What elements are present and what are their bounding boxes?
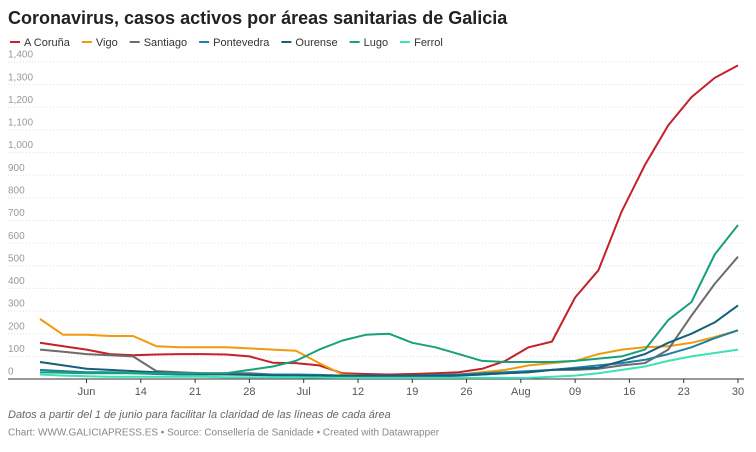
chart-source: Chart: WWW.GALICIAPRESS.ES • Source: Con… <box>8 428 440 439</box>
y-tick-label: 1,100 <box>8 118 33 129</box>
x-tick-label: 23 <box>678 386 690 398</box>
x-tick-label: Aug <box>511 386 531 398</box>
series-line <box>39 224 739 375</box>
legend-label: Santiago <box>144 37 187 49</box>
y-tick-label: 1,300 <box>8 72 33 83</box>
x-tick-label: 28 <box>243 386 255 398</box>
y-tick-label: 1,000 <box>8 140 33 151</box>
y-tick-label: 300 <box>8 299 25 310</box>
series-line <box>39 304 739 377</box>
legend-label: Ourense <box>295 37 337 49</box>
chart-note: Datos a partir del 1 de junio para facil… <box>8 409 391 421</box>
x-tick-label: 09 <box>569 386 581 398</box>
x-tick-label: 19 <box>406 386 418 398</box>
y-tick-label: 600 <box>8 231 25 242</box>
series-line <box>39 256 739 378</box>
x-tick-label: 21 <box>189 386 201 398</box>
x-tick-label: 14 <box>135 386 147 398</box>
y-tick-label: 1,400 <box>8 50 33 61</box>
series-line <box>39 64 739 376</box>
y-tick-label: 800 <box>8 185 25 196</box>
y-tick-label: 500 <box>8 253 25 264</box>
series-line <box>39 348 739 379</box>
chart-title: Coronavirus, casos activos por áreas san… <box>8 8 508 28</box>
x-tick-label: 30 <box>732 386 744 398</box>
x-tick-label: 16 <box>623 386 635 398</box>
legend-label: Pontevedra <box>213 37 270 49</box>
y-tick-label: 200 <box>8 321 25 332</box>
y-tick-label: 1,200 <box>8 95 33 106</box>
legend-label: Vigo <box>96 37 118 49</box>
y-tick-label: 0 <box>8 367 14 378</box>
x-tick-label: 12 <box>352 386 364 398</box>
legend-label: A Coruña <box>24 37 71 49</box>
x-tick-label: 26 <box>460 386 472 398</box>
y-tick-label: 700 <box>8 208 25 219</box>
y-tick-label: 400 <box>8 276 25 287</box>
y-tick-label: 900 <box>8 163 25 174</box>
x-tick-label: Jul <box>297 386 311 398</box>
legend-label: Lugo <box>364 37 388 49</box>
legend-label: Ferrol <box>414 37 443 49</box>
x-tick-label: Jun <box>78 386 96 398</box>
y-tick-label: 100 <box>8 344 25 355</box>
